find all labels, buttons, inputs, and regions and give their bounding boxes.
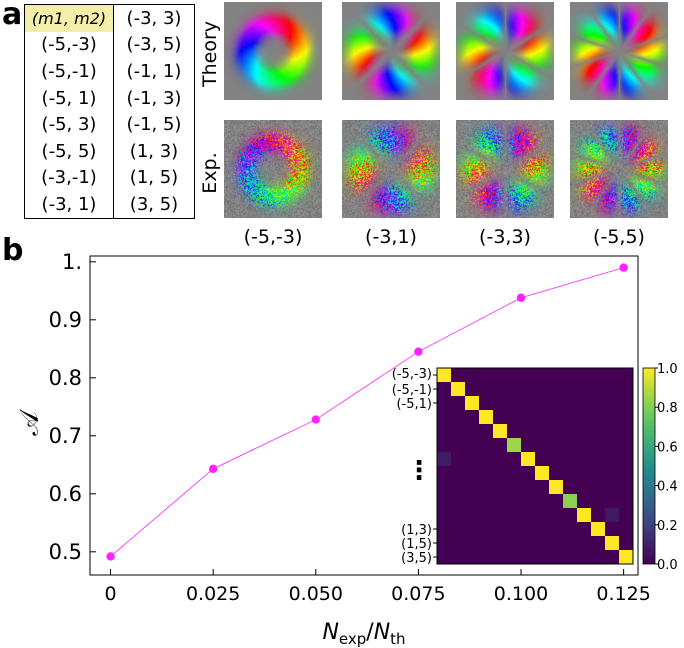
experiment-pattern-tile <box>224 120 322 218</box>
experiment-pattern-tile <box>456 120 554 218</box>
mode-table: (m1, m2) (-3, 3) (-5,-3) (-3, 5) (-5,-1)(… <box>24 4 195 219</box>
table-cell: (-5, 3) <box>24 111 114 138</box>
table-row: (-3, 1) (3, 5) <box>24 191 195 219</box>
column-label: (-5,5) <box>593 226 645 248</box>
table-cell: (1, 5) <box>129 167 179 189</box>
heatmap-cell <box>479 410 493 424</box>
table-cell: (-5, 1) <box>24 84 114 112</box>
heatmap-cell <box>465 396 479 410</box>
table-row: (-5,-3) (-3, 5) <box>24 31 195 59</box>
colorbar <box>642 367 656 565</box>
column-label: (-3,1) <box>365 226 417 248</box>
table-header-cell: (-3, 3) <box>126 7 182 29</box>
heatmap-cell <box>437 368 451 382</box>
panel-a-label: a <box>2 0 23 32</box>
theory-pattern-tile <box>224 2 322 100</box>
colorbar-tick-label: 0.6 <box>657 440 678 455</box>
heatmap-cell <box>619 550 633 564</box>
table-cell: (-3, 1) <box>24 191 114 219</box>
inset-tick-label: (1,3) <box>401 523 432 538</box>
x-tick-label: 0.025 <box>186 583 240 605</box>
heatmap-cell <box>605 536 619 550</box>
data-point <box>516 293 526 302</box>
table-cell: (-3,-1) <box>24 164 114 192</box>
heatmap-cell <box>451 382 465 396</box>
heatmap-cell <box>493 424 507 438</box>
table-row: (-5, 5) (1, 3) <box>24 137 195 165</box>
colorbar-tick-label: 1.0 <box>657 362 678 377</box>
panel-b-label: b <box>2 233 24 268</box>
column-label: (-3,3) <box>479 226 531 248</box>
x-tick-label: 0.050 <box>289 583 343 605</box>
data-point <box>619 263 628 272</box>
x-axis-label: Nexp/Nth <box>322 620 405 648</box>
row-label-exp: Exp. <box>199 152 221 194</box>
table-header-cell: (m1, m2) <box>24 4 114 32</box>
y-tick-label: 0.8 <box>49 366 82 390</box>
inset-ellipsis: ⋮ <box>406 456 432 486</box>
heatmap-cell <box>549 480 563 494</box>
inset-tick-label: (-5,-1) <box>392 383 432 398</box>
inset-tick-label: (-5,-3) <box>392 367 432 382</box>
x-tick-label: 0.125 <box>596 583 650 605</box>
heatmap-cell <box>535 466 549 480</box>
heatmap-cell <box>437 452 451 466</box>
heatmap-cell <box>591 522 605 536</box>
table-row: (-5, 1) (-1, 3) <box>24 84 195 112</box>
table-cell: (-5, 5) <box>24 137 114 165</box>
colorbar-tick-label: 0.2 <box>657 519 678 534</box>
table-cell: (-1, 1) <box>126 60 182 82</box>
inset-tick-label: (1,5) <box>401 537 432 552</box>
y-axis-label: 𝒜 <box>15 409 45 436</box>
table-cell: (-5,-3) <box>24 31 114 59</box>
table-header-row: (m1, m2) (-3, 3) <box>24 4 195 32</box>
data-point <box>414 347 423 356</box>
theory-pattern-tile <box>342 2 440 100</box>
theory-pattern-tile <box>456 2 554 100</box>
table-row: (-5,-1) (-1, 1) <box>24 58 195 85</box>
y-tick-label: 0.7 <box>49 424 82 448</box>
table-row: (-5, 3) (-1, 5) <box>24 111 195 138</box>
row-label-theory: Theory <box>199 20 221 87</box>
table-cell: (-1, 3) <box>126 87 182 109</box>
data-point <box>106 552 115 561</box>
theory-pattern-tile <box>570 2 668 100</box>
heatmap-cell <box>507 438 521 452</box>
table-row: (-3,-1) (1, 5) <box>24 164 195 192</box>
y-tick-label: 1. <box>62 250 82 274</box>
table-cell: (-5,-1) <box>24 58 114 85</box>
x-tick-label: 0 <box>104 583 116 605</box>
inset-tick-label: (-5,1) <box>396 397 432 412</box>
inset-tick-label: (3,5) <box>401 551 432 566</box>
plot-frame <box>89 255 639 576</box>
table-cell: (1, 3) <box>129 140 179 162</box>
table-cell: (3, 5) <box>129 193 179 215</box>
heatmap-cell <box>563 494 577 508</box>
experiment-pattern-tile <box>570 120 668 218</box>
x-tick-label: 0.075 <box>391 583 445 605</box>
heatmap-cell <box>605 508 619 522</box>
y-tick-label: 0.5 <box>49 540 82 564</box>
colorbar-tick-label: 0.8 <box>657 401 678 416</box>
data-point <box>208 464 218 474</box>
colorbar-tick-label: 0.4 <box>657 480 678 495</box>
heatmap-cell <box>521 452 535 466</box>
series-line <box>110 267 624 557</box>
column-label: (-5,-3) <box>243 226 303 248</box>
y-tick-label: 0.6 <box>49 482 82 506</box>
x-tick-label: 0.100 <box>494 583 548 605</box>
table-cell: (-3, 5) <box>126 34 182 56</box>
colorbar-tick-label: 0.0 <box>657 558 678 573</box>
heatmap-cell <box>577 508 591 522</box>
inset-heatmap <box>436 367 634 565</box>
y-tick-label: 0.9 <box>49 308 82 332</box>
experiment-pattern-tile <box>342 120 440 218</box>
data-point <box>311 415 320 424</box>
table-cell: (-1, 5) <box>126 114 182 136</box>
